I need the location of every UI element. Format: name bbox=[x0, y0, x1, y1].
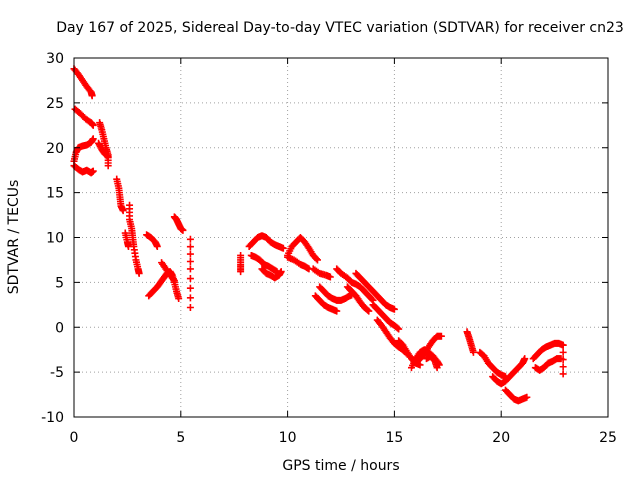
data-point-plus bbox=[559, 348, 567, 356]
series-arc-ag bbox=[463, 328, 477, 356]
data-point-plus bbox=[179, 226, 187, 234]
data-point-plus bbox=[394, 324, 402, 332]
series-arc-x bbox=[333, 265, 377, 304]
data-point-plus bbox=[119, 207, 127, 215]
series-arc-f bbox=[95, 139, 112, 161]
data-point-plus bbox=[559, 356, 567, 364]
y-tick-label: 15 bbox=[46, 186, 64, 202]
series-arc-j bbox=[143, 231, 161, 250]
data-point-plus bbox=[333, 307, 341, 315]
data-point-plus bbox=[237, 268, 245, 276]
series-arc-b bbox=[71, 105, 97, 129]
data-points bbox=[70, 65, 567, 405]
y-tick-label: 5 bbox=[55, 275, 64, 291]
x-tick-label: 25 bbox=[599, 430, 617, 446]
x-tick-label: 0 bbox=[70, 430, 79, 446]
data-point-plus bbox=[364, 306, 372, 314]
data-point-plus bbox=[186, 294, 194, 302]
data-point-plus bbox=[88, 92, 96, 100]
series-arc-af bbox=[422, 352, 441, 372]
series-arc-w bbox=[311, 292, 341, 315]
grid-lines bbox=[74, 58, 608, 417]
series-arc-aa bbox=[369, 301, 403, 333]
y-tick-labels: -10 -5 0 5 10 15 20 25 30 bbox=[41, 51, 64, 426]
series-arc-al bbox=[531, 355, 565, 374]
data-point-plus bbox=[104, 153, 112, 161]
data-point-plus bbox=[559, 363, 567, 371]
data-point-plus bbox=[314, 256, 322, 264]
series-arc-t bbox=[284, 253, 313, 273]
series-arc-y bbox=[343, 283, 373, 315]
series-arc-m bbox=[170, 213, 187, 234]
series-arc-u bbox=[309, 265, 334, 281]
data-point-plus bbox=[186, 284, 194, 292]
data-point-plus bbox=[186, 250, 194, 258]
x-tick-label: 10 bbox=[279, 430, 297, 446]
y-tick-label: -5 bbox=[50, 365, 64, 381]
series-arc-ak bbox=[529, 339, 567, 363]
series-arc-n bbox=[186, 235, 194, 312]
series-arc-c bbox=[70, 135, 97, 165]
x-tick-labels: 0 5 10 15 20 25 bbox=[70, 430, 617, 446]
data-point-plus bbox=[169, 275, 177, 283]
series-arc-i bbox=[121, 229, 132, 250]
y-tick-label: 0 bbox=[55, 320, 64, 336]
series-arc-ai bbox=[489, 355, 529, 388]
y-tick-label: 25 bbox=[46, 96, 64, 112]
series-arc-aj bbox=[501, 386, 531, 405]
data-point-plus bbox=[186, 243, 194, 251]
data-point-plus bbox=[559, 341, 567, 349]
data-point-plus bbox=[312, 255, 320, 263]
data-point-plus bbox=[89, 167, 97, 175]
series-arc-k bbox=[145, 268, 183, 303]
data-point-plus bbox=[186, 258, 194, 266]
data-point-plus bbox=[395, 325, 403, 333]
y-tick-label: 30 bbox=[46, 51, 64, 67]
data-point-plus bbox=[521, 355, 529, 363]
data-point-plus bbox=[186, 265, 194, 273]
data-point-plus bbox=[433, 364, 441, 372]
data-point-plus bbox=[124, 242, 132, 250]
data-point-plus bbox=[279, 244, 287, 252]
series-arc-o bbox=[237, 251, 245, 276]
data-point-plus bbox=[186, 275, 194, 283]
x-tick-label: 20 bbox=[492, 430, 510, 446]
y-tick-label: 10 bbox=[46, 231, 64, 247]
data-point-plus bbox=[368, 295, 376, 303]
series-arc-g bbox=[113, 175, 127, 215]
data-point-plus bbox=[170, 277, 178, 285]
data-point-plus bbox=[277, 268, 285, 276]
axis-ticks bbox=[73, 57, 609, 418]
chart-title: Day 167 of 2025, Sidereal Day-to-day VTE… bbox=[56, 20, 624, 36]
data-point-plus bbox=[175, 295, 183, 303]
data-point-plus bbox=[153, 242, 161, 250]
x-axis-label: GPS time / hours bbox=[282, 458, 399, 474]
data-point-plus bbox=[135, 269, 143, 277]
data-point-plus bbox=[186, 304, 194, 312]
y-tick-label: 20 bbox=[46, 141, 64, 157]
data-point-plus bbox=[523, 393, 531, 401]
series-arc-q bbox=[247, 251, 281, 276]
data-point-plus bbox=[365, 307, 373, 315]
data-point-plus bbox=[559, 370, 567, 378]
series-arc-l bbox=[158, 259, 178, 285]
data-point-plus bbox=[89, 121, 97, 129]
x-tick-label: 5 bbox=[176, 430, 185, 446]
data-point-plus bbox=[390, 305, 398, 313]
data-point-plus bbox=[89, 135, 97, 143]
series-arc-p bbox=[245, 232, 287, 252]
series-arc-r bbox=[258, 265, 285, 282]
data-point-plus bbox=[437, 332, 445, 340]
series-arc-am bbox=[559, 341, 567, 378]
x-tick-label: 15 bbox=[385, 430, 403, 446]
data-point-plus bbox=[469, 348, 477, 356]
y-tick-label: -10 bbox=[41, 410, 64, 426]
series-arc-ae bbox=[412, 332, 445, 367]
data-point-plus bbox=[186, 235, 194, 243]
series-arc-z bbox=[352, 269, 398, 313]
y-axis-label: SDTVAR / TECUs bbox=[6, 180, 22, 295]
data-point-plus bbox=[104, 162, 112, 170]
data-point-plus bbox=[326, 273, 334, 281]
